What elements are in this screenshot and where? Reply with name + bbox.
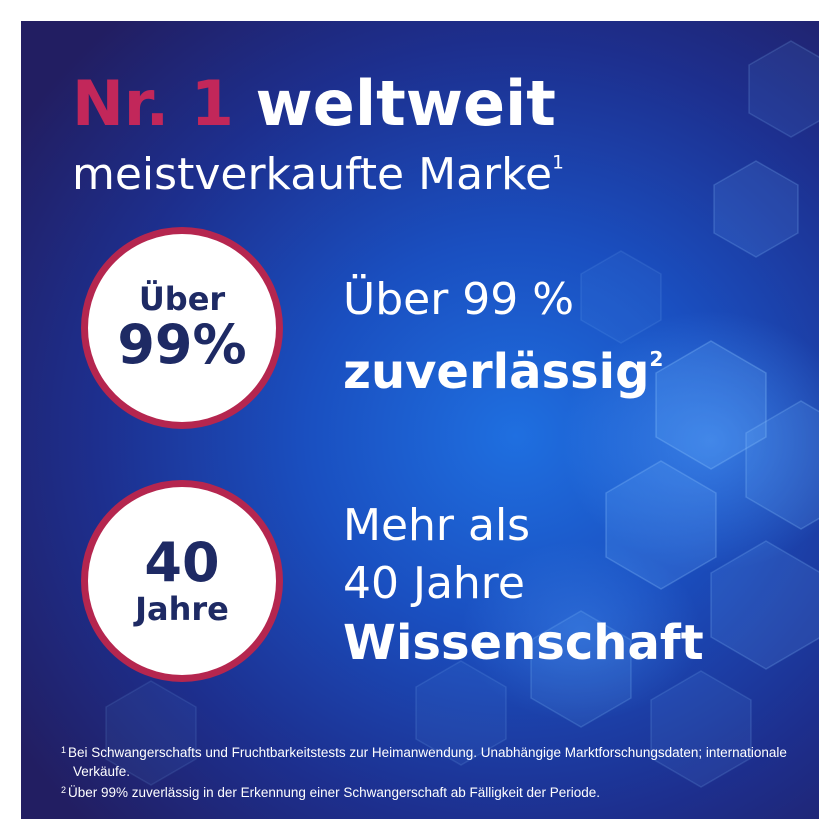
badge-value: 40 — [144, 531, 220, 595]
subtitle: meistverkaufte Marke1 — [72, 153, 564, 197]
reliability-badge: Über 99% — [81, 227, 283, 429]
stat-emphasis-text: zuverlässig — [343, 344, 650, 401]
badge-label: Jahre — [135, 589, 229, 628]
footnote-text: Über 99% zuverlässig in der Erkennung ei… — [68, 785, 601, 800]
stat-emphasis: zuverlässig2 — [343, 329, 663, 402]
years-badge: 40 Jahre — [81, 480, 283, 682]
footnote-mark: 2 — [61, 785, 67, 795]
subtitle-text: meistverkaufte Marke — [72, 149, 553, 200]
stat-line: Über 99 % — [343, 274, 575, 325]
badge-value: 99% — [117, 313, 247, 377]
badge-label: Über — [138, 280, 226, 319]
hexagon-shape — [745, 400, 819, 530]
hexagon-background — [105, 40, 819, 788]
hexagon-shape — [655, 340, 767, 470]
reliability-text: Über 99 % zuverlässig2 — [343, 271, 663, 402]
stat-emphasis: Wissenschaft — [343, 615, 704, 671]
hexagon-shape — [710, 540, 819, 670]
hexagon-shape — [105, 680, 197, 786]
footnote-ref-2: 2 — [649, 347, 664, 371]
footnote-mark: 1 — [61, 745, 67, 755]
footnote-text: Bei Schwangerschafts und Fruchtbarkeitst… — [68, 745, 787, 779]
light-glow — [461, 541, 701, 721]
headline-rest: weltweit — [255, 67, 556, 140]
footnote-2: 2 Über 99% zuverlässig in der Erkennung e… — [61, 781, 801, 802]
hexagon-shape — [580, 250, 662, 344]
headline-accent: Nr. 1 — [72, 67, 234, 140]
headline: Nr. 1 weltweit — [72, 73, 556, 135]
years-text: Mehr als 40 Jahre Wissenschaft — [343, 497, 704, 673]
hexagon-shape — [713, 160, 799, 258]
footnotes: 1 Bei Schwangerschafts und Fruchtbarkeits… — [61, 741, 801, 802]
footnote-1: 1 Bei Schwangerschafts und Fruchtbarkeits… — [61, 741, 801, 781]
hexagon-shape — [748, 40, 819, 138]
hexagon-shape — [530, 610, 632, 728]
stat-line: 40 Jahre — [343, 558, 525, 609]
footnote-ref-1: 1 — [552, 152, 564, 174]
hexagon-shape — [650, 670, 752, 788]
hero-panel: Nr. 1 weltweit meistverkaufte Marke1 Übe… — [21, 21, 819, 819]
light-glow — [561, 311, 819, 571]
stat-line: Mehr als — [343, 500, 531, 551]
hexagon-shape — [415, 660, 507, 766]
hexagon-shape — [605, 460, 717, 590]
